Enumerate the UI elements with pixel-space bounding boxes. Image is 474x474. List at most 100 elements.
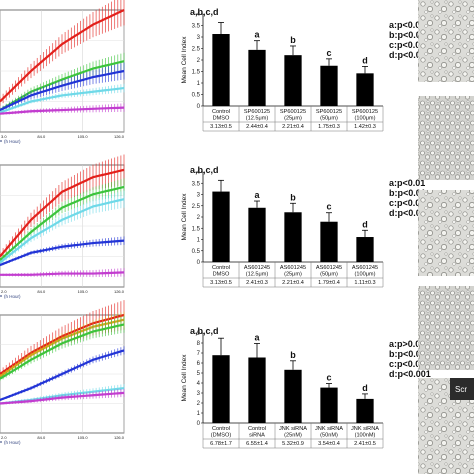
value-label: 1.79±0.4 (318, 280, 340, 286)
micrograph-3 (418, 190, 474, 276)
x-axis-label: (h Hour) (4, 440, 21, 445)
series-line (0, 86, 125, 114)
category-label: (50nM) (320, 433, 338, 439)
value-label: 3.13±0.5 (210, 280, 232, 286)
heading-label: a,b,c,d (190, 326, 219, 336)
bar-chart-top: 0 0.5 1 1.5 2 2.5 3 3.5 4 Mean Cell Index a,b,c,d a… (181, 7, 431, 132)
bar-letter: d (362, 219, 368, 229)
bar (320, 387, 338, 423)
micrograph-1 (418, 0, 474, 82)
y-axis-label: Mean Cell Index (181, 36, 188, 84)
x-tick-label: 84.0 (37, 435, 46, 440)
significance-label: d:p<0.001 (389, 50, 431, 60)
y-tick-label: 0.5 (192, 249, 201, 255)
y-tick-label: 0.5 (192, 93, 201, 99)
bar (248, 49, 266, 106)
category-label: (25μm) (284, 272, 302, 278)
series-line (0, 185, 125, 261)
bar-letter: b (290, 35, 296, 45)
value-label: 6.55±1.4 (246, 441, 268, 447)
bar (284, 369, 302, 423)
y-tick-label: 4 (197, 170, 201, 176)
series-line (0, 106, 125, 115)
y-tick-label: 2 (197, 58, 201, 64)
category-label: Control (248, 426, 266, 432)
value-label: 1.11±0.3 (354, 280, 375, 286)
y-tick-label: 0 (197, 421, 201, 427)
significance-label: a:p>0.05 (389, 339, 425, 349)
series-line (0, 271, 125, 276)
bar-letter: a (254, 30, 260, 40)
line-chart-middle: 2.0 84.0 105.0 126.0 (h Hour) (0, 154, 125, 299)
category-label: AS601245 (352, 265, 378, 271)
x-axis-label: (h Hour) (4, 139, 21, 144)
value-label: 2.41±0.3 (246, 280, 268, 286)
bar-letter: c (326, 48, 331, 58)
x-tick-label: 126.0 (114, 289, 125, 294)
significance-label: c:p<0.01 (389, 359, 425, 369)
significance-label: c:p<0.001 (389, 198, 430, 208)
y-tick-label: 5 (197, 371, 201, 377)
y-axis-label: Mean Cell Index (181, 193, 188, 241)
x-tick-label: 84.0 (37, 289, 46, 294)
x-tick-label: 84.0 (37, 134, 46, 139)
category-label: DMSO (213, 116, 230, 122)
bar-letter: d (362, 55, 368, 65)
heading-label: a,b,c,d (190, 7, 219, 17)
category-label: (50μm) (320, 116, 338, 122)
value-label: 5.32±0.9 (282, 441, 304, 447)
micrograph-4 (418, 286, 474, 370)
line-chart-top: 3.0 84.0 105.0 126.0 (h Hour) (0, 0, 125, 144)
bar (284, 212, 302, 262)
x-tick-label: 105.0 (78, 435, 89, 440)
y-axis-label: Mean Cell Index (181, 354, 188, 402)
y-tick-label: 1 (197, 411, 201, 417)
bar-letter: a (254, 333, 260, 343)
value-label: 2.44±0.4 (246, 124, 268, 130)
series-line (0, 323, 125, 380)
significance-label: b:p<0.05 (389, 349, 426, 359)
category-label: (100nM) (355, 433, 376, 439)
bar (248, 357, 266, 423)
category-label: siRNA (249, 433, 265, 439)
category-label: (12.5μm) (246, 272, 269, 278)
bar (320, 65, 338, 106)
bar-letter: c (326, 202, 331, 212)
bar (356, 73, 374, 106)
x-axis-label: (h Hour) (4, 294, 21, 299)
category-label: (25nM) (284, 433, 302, 439)
category-label: JNK siRNA (279, 426, 307, 432)
significance-label: b:p<0.01 (389, 188, 426, 198)
series-line (0, 69, 125, 112)
y-tick-label: 3 (197, 35, 201, 41)
value-label: 2.21±0.4 (282, 280, 304, 286)
y-tick-label: 6 (197, 361, 201, 367)
category-label: JNK siRNA (351, 426, 379, 432)
category-label: AS601245 (316, 265, 342, 271)
y-tick-label: 0 (197, 260, 201, 266)
y-tick-label: 2 (197, 215, 201, 221)
significance-label: a:p<0.01 (389, 178, 425, 188)
bar (356, 237, 374, 262)
bar-letter: d (362, 383, 368, 393)
y-tick-label: 0 (197, 104, 201, 110)
x-tick-label: 2.0 (1, 435, 7, 440)
category-label: AS601245 (244, 265, 270, 271)
heading-label: a,b,c,d (190, 165, 219, 175)
category-label: (25μm) (284, 116, 302, 122)
significance-label: c:p<0.001 (389, 40, 430, 50)
category-label: SP600125 (280, 109, 306, 115)
category-label: (DMSO) (211, 433, 232, 439)
category-label: (100μm) (355, 272, 376, 278)
bar-letter: c (326, 373, 331, 383)
category-label: AS601245 (280, 265, 306, 271)
series-line (0, 391, 125, 405)
y-tick-label: 4 (197, 381, 201, 387)
significance-label: d:p<0.001 (389, 208, 431, 218)
bar (212, 355, 230, 423)
y-tick-label: 1.5 (192, 226, 201, 232)
category-label: Control (212, 109, 230, 115)
series-line (0, 9, 125, 103)
x-tick-label: 126.0 (114, 134, 125, 139)
bar (320, 221, 338, 262)
